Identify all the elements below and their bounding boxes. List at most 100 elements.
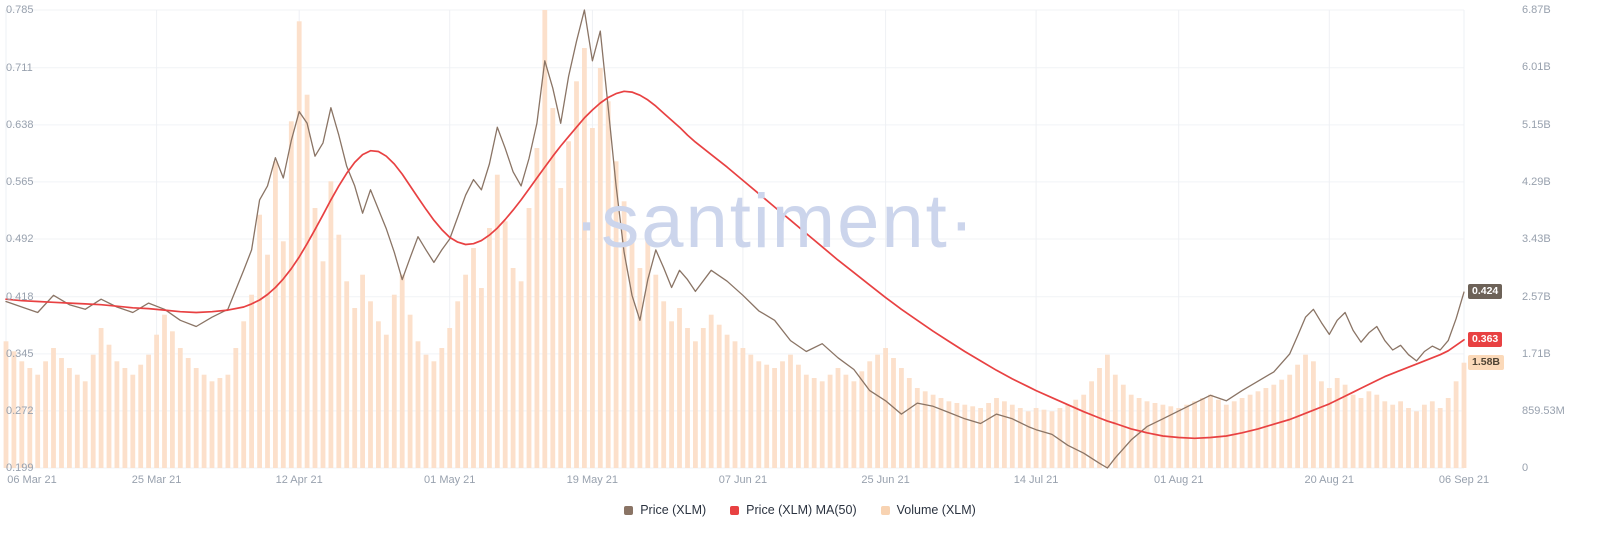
volume-bar[interactable] xyxy=(661,301,667,468)
volume-bar[interactable] xyxy=(1041,409,1047,468)
volume-bar[interactable] xyxy=(740,348,746,468)
volume-bar[interactable] xyxy=(819,381,825,468)
volume-bar[interactable] xyxy=(1374,394,1380,468)
volume-bar[interactable] xyxy=(748,354,754,468)
volume-bar[interactable] xyxy=(700,328,706,468)
volume-bar[interactable] xyxy=(154,334,159,468)
volume-bar[interactable] xyxy=(265,254,270,468)
volume-bar[interactable] xyxy=(526,208,532,468)
volume-bar[interactable] xyxy=(803,374,809,468)
volume-bar[interactable] xyxy=(1366,391,1372,468)
volume-bar[interactable] xyxy=(233,348,239,468)
volume-bar[interactable] xyxy=(1271,384,1277,468)
volume-bar[interactable] xyxy=(67,368,72,468)
volume-bar[interactable] xyxy=(280,241,286,468)
volume-bar[interactable] xyxy=(1049,411,1055,468)
volume-bar[interactable] xyxy=(1057,408,1063,468)
volume-bar[interactable] xyxy=(439,348,445,468)
volume-bar[interactable] xyxy=(193,368,199,468)
volume-bar[interactable] xyxy=(914,388,920,468)
volume-bar[interactable] xyxy=(796,364,801,468)
volume-bar[interactable] xyxy=(1319,381,1324,468)
volume-bar[interactable] xyxy=(1429,401,1435,468)
volume-bar[interactable] xyxy=(106,344,112,468)
volume-bar[interactable] xyxy=(970,406,976,468)
price-volume-chart-canvas[interactable] xyxy=(0,0,1600,470)
volume-bar[interactable] xyxy=(487,228,492,468)
volume-bar[interactable] xyxy=(344,281,350,468)
volume-bar[interactable] xyxy=(1200,398,1205,468)
volume-bar[interactable] xyxy=(962,404,968,468)
volume-bar[interactable] xyxy=(827,374,833,468)
price-line[interactable] xyxy=(5,9,1465,469)
volume-bar[interactable] xyxy=(1017,408,1023,468)
volume-bar[interactable] xyxy=(708,314,714,468)
volume-bar[interactable] xyxy=(558,188,564,468)
volume-bar[interactable] xyxy=(296,21,302,469)
volume-bar[interactable] xyxy=(930,394,936,468)
volume-bar[interactable] xyxy=(986,403,991,468)
volume-bar[interactable] xyxy=(883,348,888,468)
volume-bar[interactable] xyxy=(1406,408,1411,468)
volume-bar[interactable] xyxy=(899,368,904,468)
volume-bar[interactable] xyxy=(1279,379,1285,468)
volume-bar[interactable] xyxy=(241,321,247,468)
volume-bar[interactable] xyxy=(732,341,738,468)
volume-bar[interactable] xyxy=(518,281,524,468)
volume-bar[interactable] xyxy=(423,354,429,468)
volume-bar[interactable] xyxy=(146,354,151,468)
volume-bar[interactable] xyxy=(859,371,865,468)
volume-bar[interactable] xyxy=(1081,394,1087,468)
volume-bar[interactable] xyxy=(336,234,342,468)
volume-bar[interactable] xyxy=(376,321,381,468)
volume-bar[interactable] xyxy=(550,108,556,468)
volume-bar[interactable] xyxy=(1263,388,1269,468)
volume-bar[interactable] xyxy=(447,328,453,468)
volume-bar[interactable] xyxy=(534,148,540,468)
volume-bar[interactable] xyxy=(1089,381,1094,468)
volume-bar[interactable] xyxy=(613,161,619,469)
volume-bar[interactable] xyxy=(605,101,611,469)
volume-bar[interactable] xyxy=(669,321,674,468)
volume-bar[interactable] xyxy=(494,174,500,468)
volume-bar[interactable] xyxy=(288,121,294,469)
volume-bar[interactable] xyxy=(11,351,17,468)
volume-bar[interactable] xyxy=(43,361,48,468)
volume-bar[interactable] xyxy=(502,221,508,468)
volume-bar[interactable] xyxy=(360,274,365,468)
volume-bar[interactable] xyxy=(471,248,476,468)
volume-bar[interactable] xyxy=(994,398,999,468)
volume-bar[interactable] xyxy=(1287,374,1293,468)
volume-bar[interactable] xyxy=(938,398,944,468)
volume-bar[interactable] xyxy=(677,308,682,468)
volume-bar[interactable] xyxy=(201,374,207,468)
volume-bar[interactable] xyxy=(1334,378,1340,468)
volume-bar[interactable] xyxy=(1350,394,1356,468)
volume-bar[interactable] xyxy=(328,181,334,469)
volume-bar[interactable] xyxy=(1461,362,1467,468)
volume-bar[interactable] xyxy=(843,374,849,468)
volume-bar[interactable] xyxy=(312,208,318,468)
volume-bar[interactable] xyxy=(1382,401,1388,468)
volume-bar[interactable] xyxy=(891,358,896,468)
volume-bar[interactable] xyxy=(1065,404,1071,468)
volume-bar[interactable] xyxy=(788,354,793,468)
volume-bar[interactable] xyxy=(1208,394,1213,468)
volume-bar[interactable] xyxy=(764,364,770,468)
volume-bar[interactable] xyxy=(1025,411,1031,468)
volume-bar[interactable] xyxy=(391,294,397,468)
volume-bar[interactable] xyxy=(1453,381,1459,468)
volume-bar[interactable] xyxy=(582,48,587,468)
volume-bar[interactable] xyxy=(851,381,857,468)
volume-bar[interactable] xyxy=(217,378,223,468)
volume-bar[interactable] xyxy=(3,341,9,468)
volume-bar[interactable] xyxy=(724,334,730,468)
volume-bar[interactable] xyxy=(1422,404,1427,468)
volume-bar[interactable] xyxy=(756,361,762,468)
volume-bar[interactable] xyxy=(574,81,579,469)
volume-bar[interactable] xyxy=(1105,354,1110,468)
volume-bar[interactable] xyxy=(463,274,468,468)
volume-bar[interactable] xyxy=(27,368,33,468)
volume-bar[interactable] xyxy=(645,234,651,468)
volume-bar[interactable] xyxy=(1073,399,1079,468)
